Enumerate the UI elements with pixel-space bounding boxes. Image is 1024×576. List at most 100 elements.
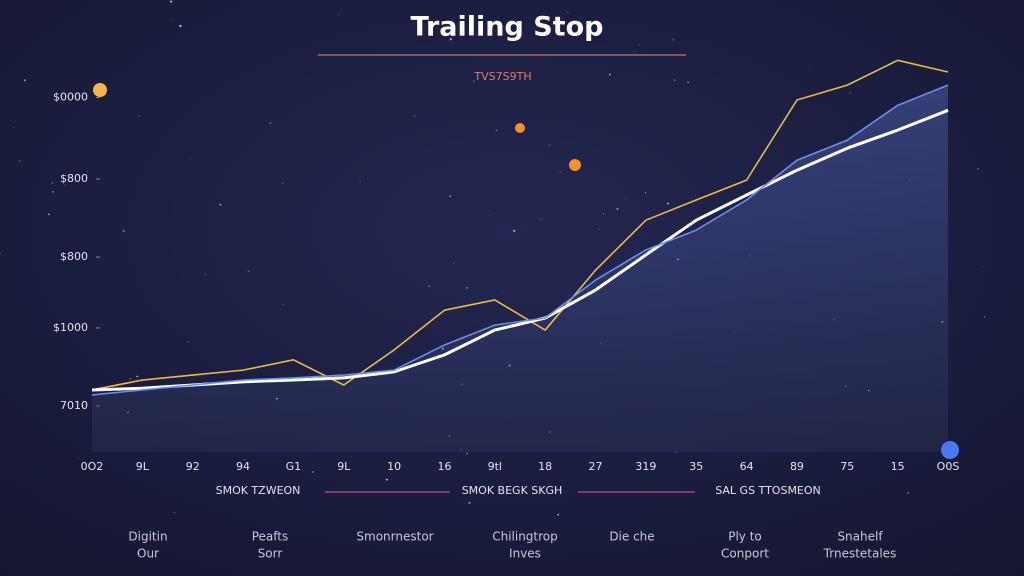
footer-label: Die che: [609, 530, 654, 544]
footer-label: Inves: [509, 547, 541, 561]
star: [466, 286, 469, 289]
star: [603, 213, 605, 215]
legend-label: SMOK TZWEON: [216, 484, 301, 497]
star: [982, 267, 983, 268]
x-tick-label: 10: [387, 460, 401, 473]
x-tick-label: 92: [186, 460, 200, 473]
star: [849, 92, 851, 94]
star: [907, 492, 909, 494]
chart-title: Trailing Stop: [411, 12, 604, 43]
series-line: [91, 84, 949, 396]
star: [282, 182, 284, 184]
star: [413, 115, 416, 117]
star: [557, 513, 560, 516]
star: [18, 160, 21, 162]
star: [219, 203, 222, 206]
star: [51, 182, 53, 184]
star: [311, 471, 314, 473]
footer-label: Snahelf: [837, 530, 883, 544]
star: [269, 122, 272, 125]
star: [247, 270, 250, 273]
star: [172, 19, 174, 20]
x-tick-label: G1: [286, 460, 302, 473]
y-tick-label: $1000: [53, 321, 88, 334]
x-tick-label: 15: [891, 460, 905, 473]
star: [567, 11, 569, 14]
star: [453, 262, 455, 264]
x-tick-label: 9L: [136, 460, 150, 473]
star: [666, 202, 669, 205]
star: [449, 195, 451, 197]
star: [638, 44, 640, 46]
star: [243, 459, 246, 461]
y-tick-label: 7010: [60, 399, 88, 412]
x-tick-label: 75: [840, 460, 854, 473]
footer-label: Peafts: [252, 530, 289, 544]
x-tick-label: 9L: [337, 460, 351, 473]
footer-label: Digitin: [128, 530, 167, 544]
star: [609, 73, 611, 76]
star: [495, 129, 498, 131]
star: [599, 229, 601, 230]
star: [809, 70, 810, 72]
footer-label: Ply to: [728, 530, 762, 544]
star: [52, 191, 54, 193]
star: [179, 24, 182, 28]
star: [136, 375, 139, 378]
star: [13, 127, 15, 128]
y-tick-label: $0000: [53, 91, 88, 104]
footer-label: Smonrnestor: [356, 530, 433, 544]
star: [501, 291, 503, 293]
star: [645, 192, 647, 194]
star: [138, 115, 140, 118]
star: [468, 501, 471, 504]
series-line: [91, 59, 949, 391]
star: [505, 26, 507, 28]
x-tick-label: 319: [635, 460, 656, 473]
star: [449, 38, 453, 41]
star: [170, 0, 173, 3]
footer-label: Conport: [721, 547, 769, 561]
footer-label: Our: [137, 547, 159, 561]
legend-label: SMOK BEGK SKGH: [462, 484, 563, 497]
star: [24, 79, 26, 82]
star: [540, 218, 542, 220]
star: [129, 377, 132, 380]
star: [616, 207, 619, 210]
star: [385, 478, 388, 481]
star: [0, 252, 1, 255]
star: [673, 79, 676, 82]
star: [272, 497, 274, 498]
star: [122, 229, 125, 233]
series-line: [91, 108, 949, 392]
glow-dot: [569, 159, 581, 171]
star: [65, 184, 67, 186]
star: [338, 13, 339, 15]
labels: 7010 $1000 $800 $800 $0000 0O2 9L 92 94 G1 9L 10 16 9…: [53, 91, 959, 561]
x-tick-label: 27: [589, 460, 603, 473]
star: [549, 144, 551, 146]
star: [282, 303, 284, 305]
x-tick-label: 89: [790, 460, 804, 473]
y-tick-label: $800: [60, 250, 88, 263]
star: [47, 213, 50, 216]
x-tick-label: 35: [689, 460, 703, 473]
x-tick-label: 9tl: [488, 460, 502, 473]
x-tick-label: 18: [538, 460, 552, 473]
x-tick-label: 64: [740, 460, 754, 473]
star: [473, 80, 475, 83]
axis-end-dot: [93, 83, 107, 97]
x-tick-label: 94: [236, 460, 250, 473]
plot-area: [91, 59, 949, 453]
glow-dot: [515, 123, 525, 133]
x-tick-label: 16: [437, 460, 451, 473]
chart-subtitle: TVS7S9TH: [473, 70, 531, 83]
star: [204, 273, 206, 275]
footer-label: Trnestetales: [823, 547, 897, 561]
x-tick-label: 0O2: [81, 460, 104, 473]
star: [513, 229, 516, 232]
star: [687, 81, 689, 83]
legend-label: SAL GS TTOSMEON: [715, 484, 821, 497]
